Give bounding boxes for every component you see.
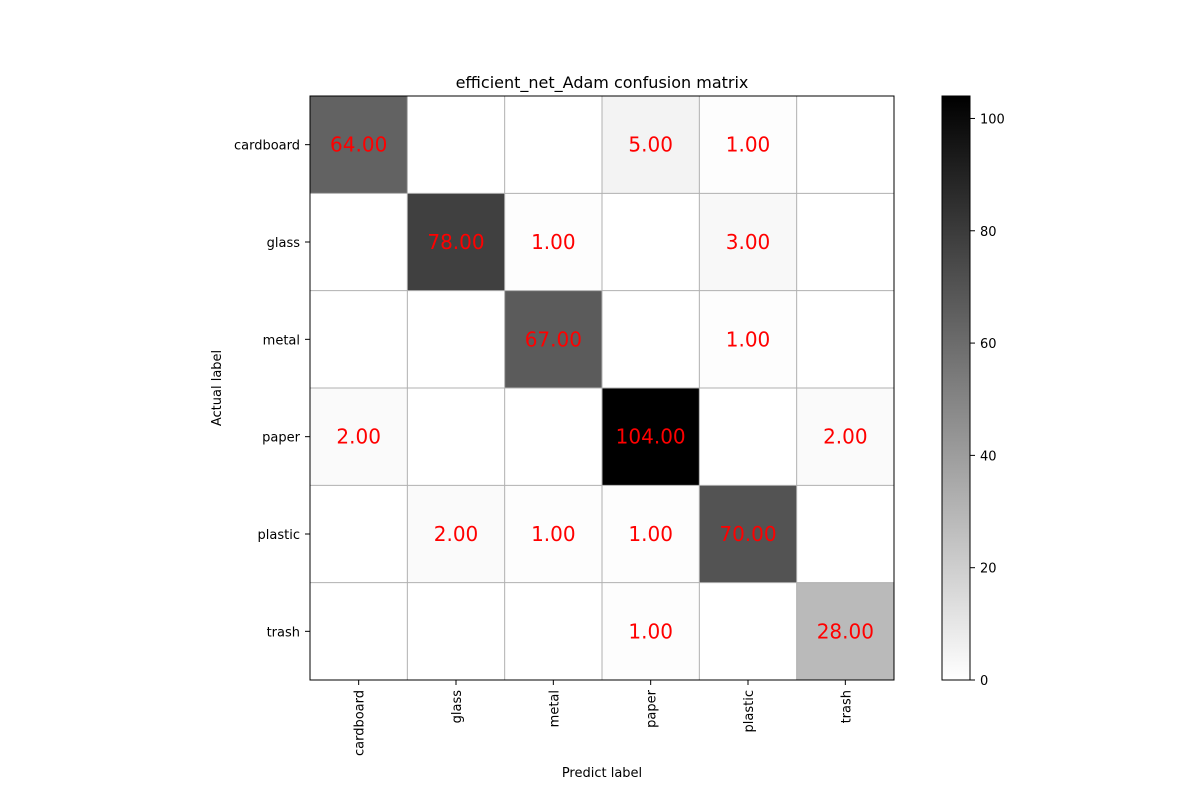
- cell-value-label: 70.00: [719, 522, 776, 546]
- cell-value-label: 5.00: [628, 133, 673, 157]
- heatmap-cell: [699, 582, 797, 680]
- cell-value-label: 1.00: [726, 327, 771, 351]
- y-tick-label: plastic: [258, 528, 300, 543]
- colorbar-tick-label: 40: [980, 449, 997, 464]
- gridlines: [310, 96, 894, 680]
- colorbar-tick-label: 100: [980, 112, 1005, 127]
- cell-value-label: 64.00: [330, 133, 387, 157]
- heatmap-cell: [602, 290, 700, 388]
- heatmap-cell: [602, 485, 700, 583]
- heatmap-cell: [602, 193, 700, 291]
- heatmap-cell: [504, 388, 602, 486]
- cell-value-label: 1.00: [628, 522, 673, 546]
- y-tick-label: paper: [262, 431, 300, 446]
- heatmap-cell: [504, 193, 602, 291]
- heatmap-cell: [699, 388, 797, 486]
- heatmap-cell: [504, 485, 602, 583]
- heatmap-cell: [407, 290, 505, 388]
- heatmap-cell: [407, 388, 505, 486]
- y-tick-label: cardboard: [234, 139, 300, 154]
- cell-value-label: 1.00: [531, 522, 576, 546]
- heatmap-cell: [504, 582, 602, 680]
- colorbar-tick-label: 20: [980, 562, 997, 577]
- heatmap-cell: [310, 582, 408, 680]
- heatmap-cell: [796, 485, 894, 583]
- x-tick-label: paper: [645, 689, 660, 727]
- heatmap-cell: [796, 96, 894, 194]
- cell-labels: 64.00 5.00 1.00 78.00 1.00 3.00 67.00 1.00 2.00 1…: [330, 133, 874, 644]
- y-axis-label: Actual label: [210, 350, 225, 426]
- heatmap-cell: [796, 290, 894, 388]
- cell-value-label: 2.00: [434, 522, 479, 546]
- heatmap-cell: [310, 193, 408, 291]
- heatmap-cell: [407, 193, 505, 291]
- cell-value-label: 1.00: [726, 133, 771, 157]
- heatmap-cell: [699, 193, 797, 291]
- cell-value-label: 2.00: [823, 425, 868, 449]
- x-tick-label: plastic: [742, 690, 757, 732]
- heatmap-cell: [504, 96, 602, 194]
- heatmap-cell: [796, 388, 894, 486]
- cell-value-label: 78.00: [427, 230, 484, 254]
- cell-value-label: 1.00: [628, 619, 673, 643]
- colorbar-tick-label: 80: [980, 225, 997, 240]
- heatmap-cell: [407, 96, 505, 194]
- heatmap-cell: [310, 388, 408, 486]
- heatmap-cell: [796, 582, 894, 680]
- heatmap-cell: [602, 388, 700, 486]
- heatmap-cells: [310, 96, 894, 680]
- x-tick-label: glass: [450, 690, 465, 724]
- heatmap-cell: [310, 290, 408, 388]
- y-tick-label: trash: [267, 625, 300, 640]
- cell-value-label: 3.00: [726, 230, 771, 254]
- cell-value-label: 1.00: [531, 230, 576, 254]
- heatmap-cell: [407, 485, 505, 583]
- colorbar: [941, 95, 971, 681]
- plot-frame: [309, 95, 895, 681]
- y-tick-label: metal: [263, 333, 300, 348]
- x-tick-label: metal: [547, 690, 562, 727]
- heatmap-cell: [699, 485, 797, 583]
- heatmap-cell: [602, 96, 700, 194]
- heatmap-cell: [310, 485, 408, 583]
- cell-value-label: 28.00: [817, 619, 874, 643]
- cell-value-label: 67.00: [525, 327, 582, 351]
- x-tick-label: cardboard: [353, 690, 368, 756]
- heatmap-cell: [504, 290, 602, 388]
- heatmap-cell: [602, 582, 700, 680]
- x-axis-label: Predict label: [562, 766, 642, 781]
- colorbar-tick-label: 60: [980, 337, 997, 352]
- colorbar-tick-label: 0: [980, 674, 988, 689]
- x-tick-label: trash: [839, 690, 854, 723]
- cell-value-label: 2.00: [336, 425, 381, 449]
- y-axis-ticks: cardboard glass metal paper plastic trash: [234, 139, 310, 640]
- y-tick-label: glass: [267, 236, 301, 251]
- colorbar-ticks: 0 20 40 60 80 100: [970, 112, 1005, 689]
- heatmap-cell: [310, 96, 408, 194]
- heatmap-cell: [699, 96, 797, 194]
- heatmap-cell: [796, 193, 894, 291]
- chart-title: efficient_net_Adam confusion matrix: [456, 73, 749, 93]
- x-axis-ticks: cardboard glass metal paper plastic trash: [353, 680, 854, 756]
- heatmap-cell: [699, 290, 797, 388]
- cell-value-label: 104.00: [616, 425, 686, 449]
- heatmap-cell: [407, 582, 505, 680]
